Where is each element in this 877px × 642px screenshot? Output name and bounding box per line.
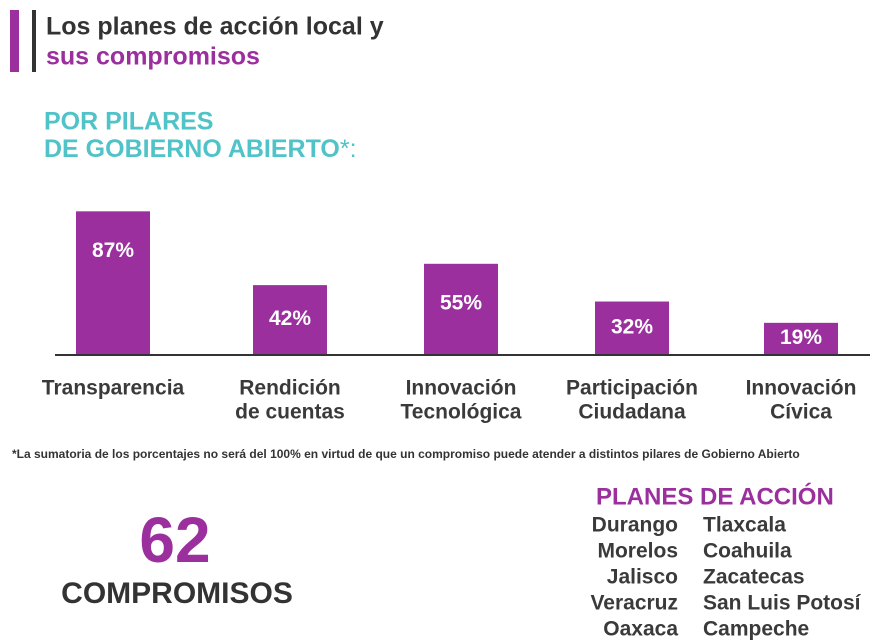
category-label: Cívica [770, 401, 832, 424]
value-label: 87% [92, 239, 134, 262]
total-label: COMPROMISOS [61, 577, 293, 610]
value-label: 19% [780, 326, 822, 349]
category-label: Tecnológica [401, 401, 522, 424]
bar [424, 263, 498, 354]
category-label: Transparencia [42, 377, 185, 400]
state: San Luis Potosí [703, 592, 862, 615]
state: Campeche [703, 618, 809, 641]
category-label: de cuentas [235, 401, 345, 424]
title: Los planes de acción local y [46, 13, 384, 41]
title-bar [10, 10, 19, 72]
value-label: 42% [269, 307, 311, 330]
value-label: 55% [440, 291, 482, 314]
title: sus compromisos [46, 43, 260, 71]
state: Morelos [597, 540, 678, 563]
subtitle-mark: *: [340, 135, 357, 163]
state: Oaxaca [603, 618, 678, 641]
total-number: 62 [139, 504, 210, 576]
subtitle: DE GOBIERNO ABIERTO*: [44, 135, 357, 163]
bar [253, 285, 327, 354]
subtitle: DE GOBIERNO ABIERTO [44, 135, 340, 163]
value-label: 32% [611, 315, 653, 338]
state: Durango [592, 514, 678, 537]
category-label: Ciudadana [578, 401, 686, 424]
footnote: *La sumatoria de los porcentajes no será… [12, 447, 800, 461]
category-label: Rendición [239, 377, 341, 400]
bar [76, 211, 150, 354]
category-label: Innovación [406, 377, 517, 400]
state: Tlaxcala [703, 514, 786, 537]
state: Jalisco [607, 566, 678, 589]
state: Veracruz [590, 592, 678, 615]
category-label: Participación [566, 377, 698, 400]
plans-heading: PLANES DE ACCIÓN [596, 482, 834, 510]
bar [595, 301, 669, 354]
category-label: Innovación [746, 377, 857, 400]
bar [764, 322, 838, 354]
state: Zacatecas [703, 566, 805, 589]
state: Coahuila [703, 540, 792, 563]
subtitle: POR PILARES [44, 108, 213, 136]
title-bar-thin [32, 10, 36, 72]
